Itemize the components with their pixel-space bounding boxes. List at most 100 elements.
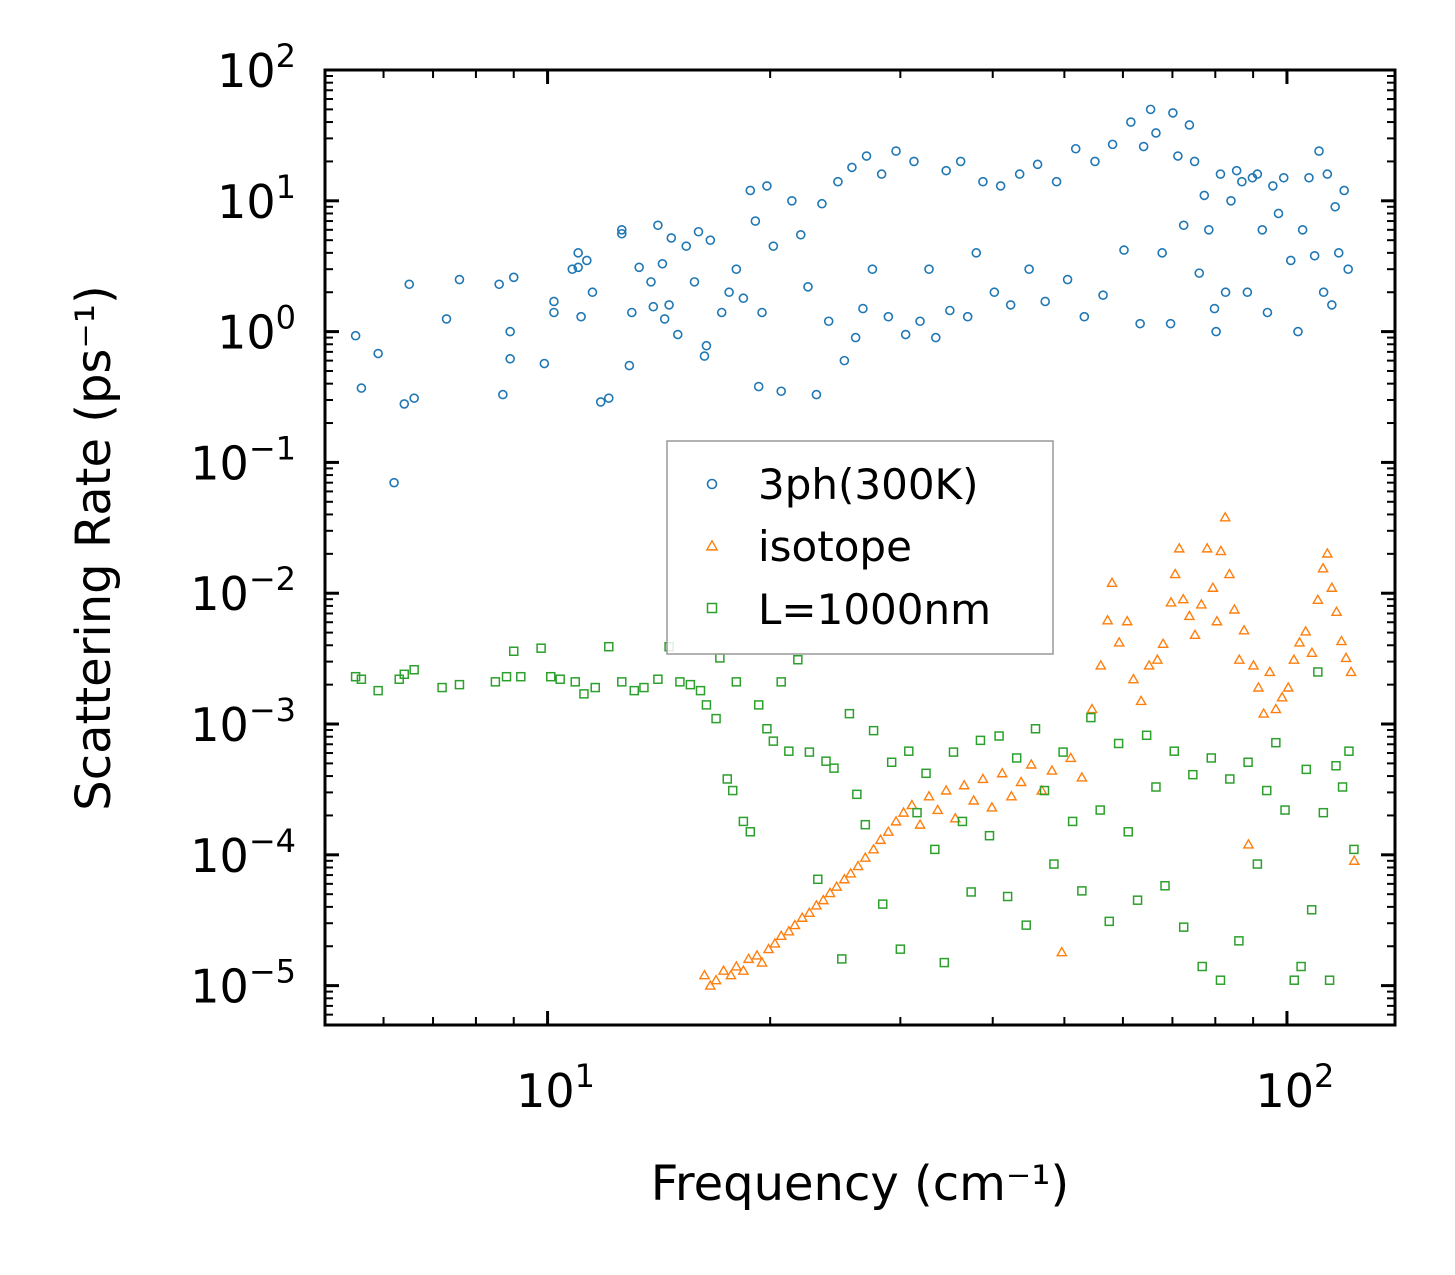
data-point — [1014, 169, 1025, 179]
data-point — [508, 272, 519, 283]
data-point — [1049, 859, 1059, 869]
data-point — [1143, 659, 1155, 670]
data-point — [817, 198, 827, 209]
data-point — [1282, 681, 1295, 692]
data-point — [695, 685, 706, 696]
data-point — [838, 873, 851, 884]
data-point — [861, 151, 872, 161]
data-point — [494, 279, 504, 290]
data-point — [858, 303, 868, 314]
data-point — [1238, 624, 1250, 635]
data-point — [539, 358, 550, 369]
y-tick-label: 10−4 — [190, 822, 296, 883]
data-point — [1123, 827, 1133, 837]
series-2 — [350, 641, 1359, 985]
data-point — [1219, 511, 1231, 522]
data-point — [1268, 181, 1278, 191]
data-point — [1301, 764, 1312, 775]
data-point — [1321, 547, 1334, 558]
data-point — [1151, 782, 1161, 792]
data-point — [867, 843, 880, 854]
data-point — [756, 956, 768, 967]
data-point — [664, 300, 674, 310]
data-point — [1231, 165, 1242, 176]
ticks-layer — [324, 68, 1395, 1026]
data-point — [1095, 805, 1105, 815]
data-point — [616, 225, 627, 235]
y-tick-label: 10−3 — [190, 691, 296, 752]
y-tick-label: 10−2 — [190, 560, 296, 621]
data-point — [914, 818, 926, 829]
data-point — [803, 906, 816, 918]
data-point — [1046, 764, 1058, 775]
data-point — [897, 806, 910, 817]
data-point — [454, 274, 465, 285]
data-point — [627, 307, 637, 318]
data-point — [505, 353, 515, 364]
data-point — [859, 851, 872, 862]
data-point — [967, 794, 980, 805]
data-point — [824, 887, 836, 898]
data-point — [904, 746, 914, 756]
data-point — [793, 654, 803, 665]
data-point — [844, 708, 855, 719]
data-point — [957, 816, 968, 827]
data-point — [715, 653, 725, 663]
data-point — [1278, 172, 1289, 183]
data-point — [1293, 636, 1306, 647]
data-point — [1297, 225, 1308, 235]
data-point — [989, 287, 1000, 298]
data-point — [890, 815, 902, 826]
data-point — [813, 874, 823, 885]
data-point — [745, 827, 756, 837]
data-point — [1160, 881, 1170, 891]
x-tick-label: 102 — [1256, 1057, 1335, 1118]
data-point — [698, 969, 711, 980]
data-point — [634, 262, 644, 273]
data-point — [776, 386, 786, 397]
data-point — [1101, 614, 1114, 625]
data-point — [394, 674, 404, 684]
data-point — [1151, 653, 1164, 664]
data-point — [1262, 307, 1273, 318]
data-point — [955, 156, 966, 167]
data-point — [356, 674, 367, 684]
data-point — [685, 679, 696, 690]
data-point — [852, 789, 862, 800]
data-point — [1015, 776, 1027, 787]
data-point — [725, 969, 737, 980]
data-point — [895, 944, 906, 954]
data-point — [653, 674, 663, 684]
data-point — [1119, 245, 1129, 255]
data-point — [977, 772, 989, 784]
data-point — [1233, 653, 1246, 664]
legend-marker — [705, 539, 719, 551]
legend-marker — [706, 602, 718, 614]
data-point — [373, 685, 383, 696]
data-point — [1289, 975, 1300, 985]
data-point — [1345, 665, 1357, 677]
data-point — [1195, 598, 1208, 609]
data-point — [1076, 771, 1088, 782]
data-point — [923, 790, 935, 801]
data-point — [883, 311, 894, 322]
data-point — [891, 146, 901, 156]
data-point — [1327, 300, 1337, 310]
data-point — [717, 964, 730, 975]
data-point — [1183, 609, 1196, 621]
data-point — [1079, 311, 1090, 322]
y-tick-label: 10−1 — [190, 429, 296, 490]
data-point — [573, 262, 583, 273]
data-point — [666, 233, 677, 243]
data-point — [789, 919, 801, 930]
data-point — [576, 311, 586, 322]
data-point — [699, 351, 710, 361]
y-tick-label: 10−5 — [190, 953, 296, 1014]
data-point — [1285, 255, 1296, 266]
data-point — [915, 316, 925, 327]
data-point — [829, 763, 839, 773]
data-point — [437, 682, 447, 693]
data-point — [587, 287, 598, 298]
data-point — [1211, 326, 1221, 337]
data-point — [1121, 615, 1133, 626]
